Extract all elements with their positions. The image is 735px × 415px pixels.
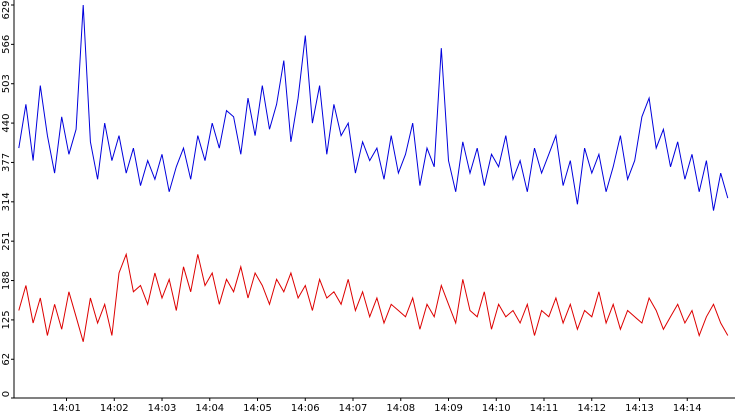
y-tick-label: 62 <box>1 353 12 366</box>
y-tick-label: 440 <box>1 114 12 133</box>
x-tick-label: 14:02 <box>100 403 129 414</box>
y-tick-label: 251 <box>1 232 12 251</box>
x-tick-label: 14:12 <box>577 403 606 414</box>
y-tick-label: 377 <box>1 153 12 172</box>
x-tick-label: 14:05 <box>243 403 272 414</box>
x-tick-label: 14:09 <box>434 403 463 414</box>
series-line <box>18 252 729 342</box>
y-tick-label: 566 <box>1 35 12 54</box>
x-tick-label: 14:06 <box>291 403 320 414</box>
y-tick-label: 503 <box>1 74 12 93</box>
y-tick-label: 314 <box>1 192 12 211</box>
x-tick-label: 14:07 <box>339 403 368 414</box>
x-tick-label: 14:11 <box>530 403 559 414</box>
y-tick-label: 629 <box>1 0 12 19</box>
x-tick-label: 14:14 <box>673 403 702 414</box>
x-tick-label: 14:08 <box>386 403 415 414</box>
series-line <box>18 4 729 211</box>
y-tick-label: 0 <box>1 391 12 397</box>
x-tick-label: 14:03 <box>148 403 177 414</box>
x-tick-label: 14:01 <box>52 403 81 414</box>
x-tick-label: 14:13 <box>625 403 654 414</box>
y-tick-label: 125 <box>1 310 12 329</box>
x-tick-label: 14:04 <box>195 403 224 414</box>
x-tick-label: 14:10 <box>482 403 511 414</box>
y-tick-label: 188 <box>1 271 12 290</box>
